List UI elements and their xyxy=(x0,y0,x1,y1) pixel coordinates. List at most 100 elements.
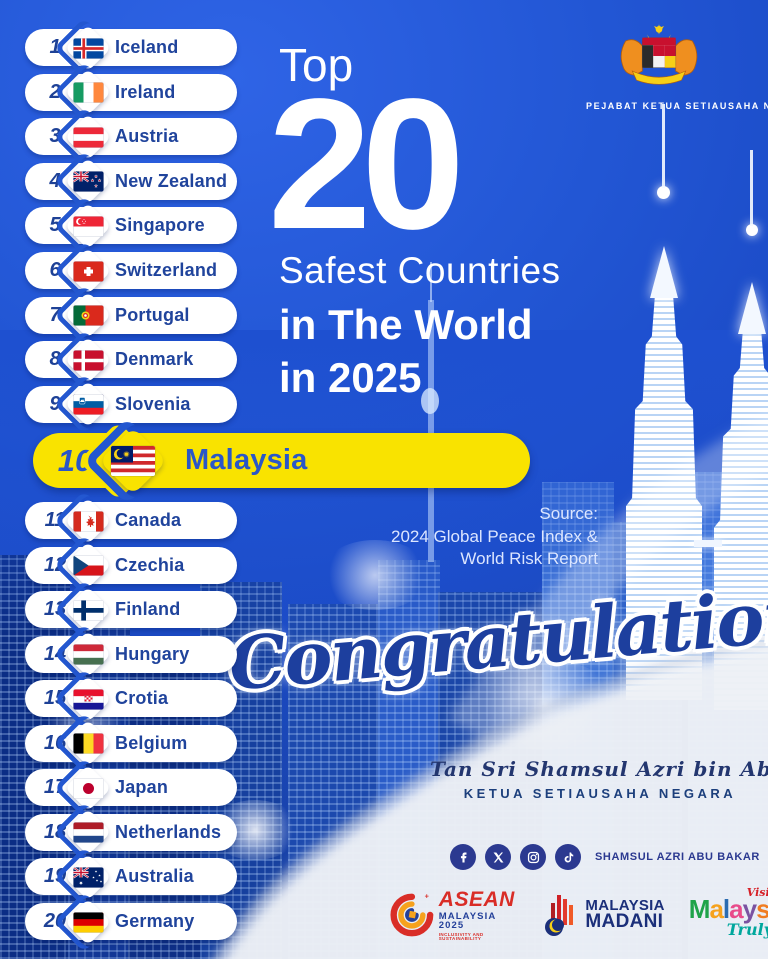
ranking-row: 9 Slovenia xyxy=(25,373,237,435)
austria-flag-icon xyxy=(72,120,105,153)
denmark-flag-icon xyxy=(72,343,105,376)
country-name: Austria xyxy=(115,126,179,147)
australia-flag-icon xyxy=(72,860,105,893)
social-row: SHAMSUL AZRI ABU BAKAR TSA xyxy=(450,840,768,874)
rank-number: 7 xyxy=(49,303,61,326)
rank-number: 4 xyxy=(49,169,61,192)
country-name: Netherlands xyxy=(115,821,222,842)
country-name: Hungary xyxy=(115,643,190,664)
footer-logos: + ASEAN MALAYSIA 2025 INCLUSIVITY AND SU… xyxy=(390,886,768,944)
portugal-flag-icon xyxy=(72,299,105,332)
country-name: Australia xyxy=(115,866,194,887)
rank-number: 12 xyxy=(43,553,67,576)
header-emblem-block: PEJABAT KETUA SETIAUSAHA NEGARA xyxy=(586,20,768,111)
country-name: Slovenia xyxy=(115,393,191,414)
ranking-row: 5 Singapore xyxy=(25,195,237,257)
country-name: Japan xyxy=(115,777,169,798)
malaysia-flag-icon xyxy=(109,437,157,485)
slovenia-flag-icon xyxy=(72,388,105,421)
country-name: Crotia xyxy=(115,688,169,709)
org-label: PEJABAT KETUA SETIAUSAHA NEGARA xyxy=(586,101,768,111)
canada-flag-icon xyxy=(72,504,105,537)
country-name: Denmark xyxy=(115,349,194,370)
asean-swirl-icon: + xyxy=(390,892,434,937)
ranking-row: 18 Netherlands xyxy=(25,801,237,863)
signature-block: Tan Sri Shamsul Azri bin Abu Bakar KETUA… xyxy=(430,757,768,801)
rank-number: 5 xyxy=(49,214,61,237)
svg-text:+: + xyxy=(425,892,429,901)
country-name: Canada xyxy=(115,510,182,530)
rank-number: 2 xyxy=(49,80,61,103)
hungary-flag-icon xyxy=(72,638,105,671)
ranking-row: 14 Hungary xyxy=(25,623,237,685)
country-name: Malaysia xyxy=(185,444,308,476)
facebook-icon xyxy=(450,844,476,870)
belgium-flag-icon xyxy=(72,727,105,760)
ranking-row: 17 Japan xyxy=(25,757,237,819)
country-name: Ireland xyxy=(115,81,176,102)
signature-title: KETUA SETIAUSAHA NEGARA xyxy=(463,786,737,801)
title-top: Top xyxy=(279,39,354,91)
vm-wordmark: Malaysia xyxy=(688,894,768,924)
asean-2025-logo: + ASEAN MALAYSIA 2025 INCLUSIVITY AND SU… xyxy=(390,889,523,942)
rank-number: 3 xyxy=(49,125,61,148)
ranking-row: 7 Portugal xyxy=(25,284,237,346)
title-number: 20 xyxy=(268,61,465,268)
visit-malaysia-2026-logo: Visit ✿ Malaysia 2026 Truly Asia xyxy=(689,886,768,944)
ranking-row: 19 Australia xyxy=(25,846,237,908)
ranking-row: 3 Austria xyxy=(25,106,237,168)
ranking-row: 12 Czechia xyxy=(25,534,237,596)
ranking-row: 15 Crotia xyxy=(25,668,237,730)
rank-number: 16 xyxy=(43,731,67,754)
malaysia-madani-logo: MALAYSIA MADANI xyxy=(543,893,664,937)
country-name: Belgium xyxy=(115,732,188,753)
rank-number: 13 xyxy=(43,598,67,621)
country-name: New Zealand xyxy=(115,170,228,191)
ranking-row: 11 Canada xyxy=(25,490,237,551)
asean-label: ASEAN xyxy=(438,887,515,911)
japan-flag-icon xyxy=(72,771,105,804)
asean-sub-label: MALAYSIA 2025 xyxy=(438,910,496,931)
finland-flag-icon xyxy=(72,593,105,626)
vm-tagline: Truly Asia xyxy=(726,920,768,939)
vm-visit-label: Visit xyxy=(746,886,768,899)
title-line2: in The World xyxy=(279,301,533,348)
source-line: World Risk Report xyxy=(460,549,598,569)
ranking-row: 4 New Zealand xyxy=(25,150,237,212)
switzerland-flag-icon xyxy=(72,254,105,287)
source-line: Source: xyxy=(539,504,598,523)
rank-number: 8 xyxy=(49,348,61,371)
singapore-flag-icon xyxy=(72,209,105,242)
country-name: Iceland xyxy=(115,37,179,57)
ireland-flag-icon xyxy=(72,76,105,109)
madani-line2: MADANI xyxy=(585,911,664,933)
rank-number: 11 xyxy=(44,509,66,531)
country-name: Singapore xyxy=(115,215,205,236)
rank-number: 6 xyxy=(49,259,61,281)
ranking-row: 8 Denmark xyxy=(25,329,237,391)
social-handle: SHAMSUL AZRI ABU BAKAR xyxy=(595,851,760,863)
madani-line1: MALAYSIA xyxy=(585,896,665,914)
country-name: Portugal xyxy=(115,304,190,325)
germany-flag-icon xyxy=(72,905,105,938)
rank-number: 18 xyxy=(43,820,67,843)
czechia-flag-icon xyxy=(72,549,105,582)
rank-number: 14 xyxy=(43,642,67,665)
iceland-flag-icon xyxy=(72,31,105,64)
instagram-icon xyxy=(520,844,546,870)
ranking-row: 2 Ireland xyxy=(25,61,237,123)
ranking-row: 13 Finland xyxy=(25,579,237,640)
asean-tagline: INCLUSIVITY AND SUSTAINABILITY xyxy=(438,931,484,941)
rank-number: 9 xyxy=(49,392,61,415)
skybridge xyxy=(694,540,722,547)
rank-number: 17 xyxy=(43,776,67,799)
signature-name: Tan Sri Shamsul Azri bin Abu Bakar xyxy=(430,757,768,781)
title-line3: in 2025 xyxy=(279,354,422,401)
ranking-row: 6 Switzerland xyxy=(25,240,237,301)
newzealand-flag-icon xyxy=(72,165,105,198)
malaysia-coat-of-arms-icon xyxy=(620,24,698,85)
ranking-row: 20 Germany xyxy=(25,891,237,952)
country-name: Germany xyxy=(115,911,195,931)
